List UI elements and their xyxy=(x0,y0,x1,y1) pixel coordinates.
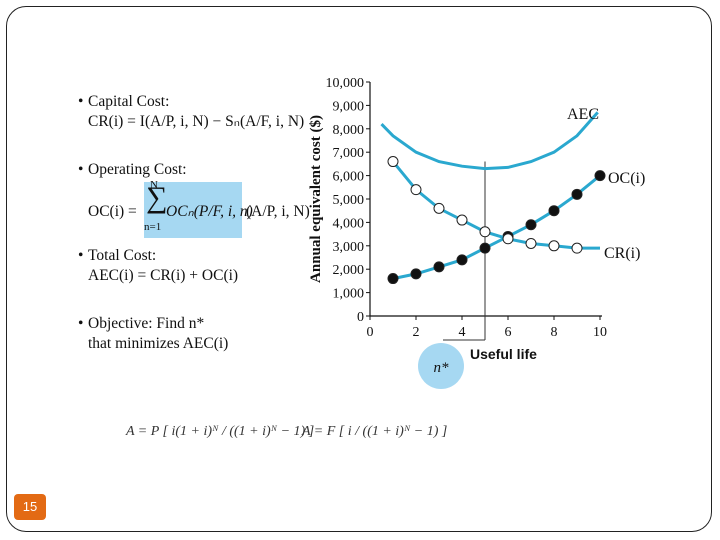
y-tick-label: 3,000 xyxy=(333,240,365,255)
capital-formula: CR(i) = I(A/P, i, N) − Sₙ(A/F, i, N) xyxy=(88,113,305,130)
series-line-aec xyxy=(380,111,599,171)
data-point-oc xyxy=(387,273,399,285)
y-tick-label: 6,000 xyxy=(333,170,365,185)
data-point-cr xyxy=(479,226,491,238)
data-point-oc xyxy=(433,261,445,273)
data-point-cr xyxy=(387,156,399,168)
objective-line-2: that minimizes AEC(i) xyxy=(88,335,229,352)
x-tick-label: 8 xyxy=(551,325,558,340)
y-tick-label: 4,000 xyxy=(333,216,365,231)
capital-label: Capital Cost: xyxy=(88,93,170,110)
x-tick-label: 0 xyxy=(367,325,374,340)
data-point-oc xyxy=(594,170,606,182)
operating-formula-mid: OCₙ(P/F, i, n) xyxy=(166,203,253,220)
y-tick-label: 1,000 xyxy=(333,287,365,302)
y-tick-label: 9,000 xyxy=(333,99,365,114)
formula-sinking-fund: A = F [ i / ((1 + i)ᴺ − 1) ] xyxy=(302,424,448,439)
data-point-cr xyxy=(456,214,468,226)
useful-life-label: Useful life xyxy=(470,346,537,362)
operating-cost-highlight xyxy=(144,182,242,238)
x-tick-label: 10 xyxy=(593,325,607,340)
y-tick-label: 7,000 xyxy=(333,146,365,161)
series-label-oc: OC(i) xyxy=(608,170,645,187)
y-tick-label: 10,000 xyxy=(326,76,365,91)
x-tick-label: 2 xyxy=(413,325,420,340)
data-point-cr xyxy=(548,240,560,252)
data-point-oc xyxy=(548,205,560,217)
y-tick-label: 2,000 xyxy=(333,263,365,278)
series-line-cr xyxy=(391,160,600,250)
y-tick-label: 5,000 xyxy=(333,193,365,208)
slide-number: 15 xyxy=(14,494,46,520)
data-point-oc xyxy=(479,242,491,254)
data-point-oc xyxy=(525,219,537,231)
y-tick-label: 8,000 xyxy=(333,123,365,138)
data-point-cr xyxy=(525,237,537,249)
data-point-oc xyxy=(571,188,583,200)
series-line-oc xyxy=(392,174,601,281)
data-point-oc xyxy=(410,268,422,280)
y-tick-label: 0 xyxy=(357,310,364,325)
total-label: Total Cost: xyxy=(88,247,157,264)
sum-lower-limit: n=1 xyxy=(144,221,162,233)
objective-line-1: Objective: Find n* xyxy=(88,315,205,332)
sum-symbol: ∑ xyxy=(146,181,168,214)
x-tick-label: 4 xyxy=(459,325,466,340)
data-point-oc xyxy=(456,254,468,266)
series-label-aec: AEC xyxy=(567,106,599,123)
optimum-label: n* xyxy=(434,360,450,376)
sum-upper-limit: N xyxy=(150,179,158,191)
total-formula: AEC(i) = CR(i) + OC(i) xyxy=(88,267,239,284)
data-point-cr xyxy=(433,202,445,214)
x-tick-label: 6 xyxy=(505,325,512,340)
operating-label: Operating Cost: xyxy=(88,161,187,178)
data-point-cr xyxy=(502,233,514,245)
operating-formula-left: OC(i) = xyxy=(88,203,137,220)
data-point-cr xyxy=(410,184,422,196)
y-axis-label: Annual equivalent cost ($) xyxy=(308,115,324,283)
data-point-cr xyxy=(571,242,583,254)
operating-formula-right: (A/P, i, N) xyxy=(246,203,310,220)
formula-capital-recovery: A = P [ i(1 + i)ᴺ / ((1 + i)ᴺ − 1) ] xyxy=(126,424,315,439)
optimum-circle xyxy=(418,343,464,389)
series-label-cr: CR(i) xyxy=(604,245,640,262)
slide-frame xyxy=(6,6,712,532)
